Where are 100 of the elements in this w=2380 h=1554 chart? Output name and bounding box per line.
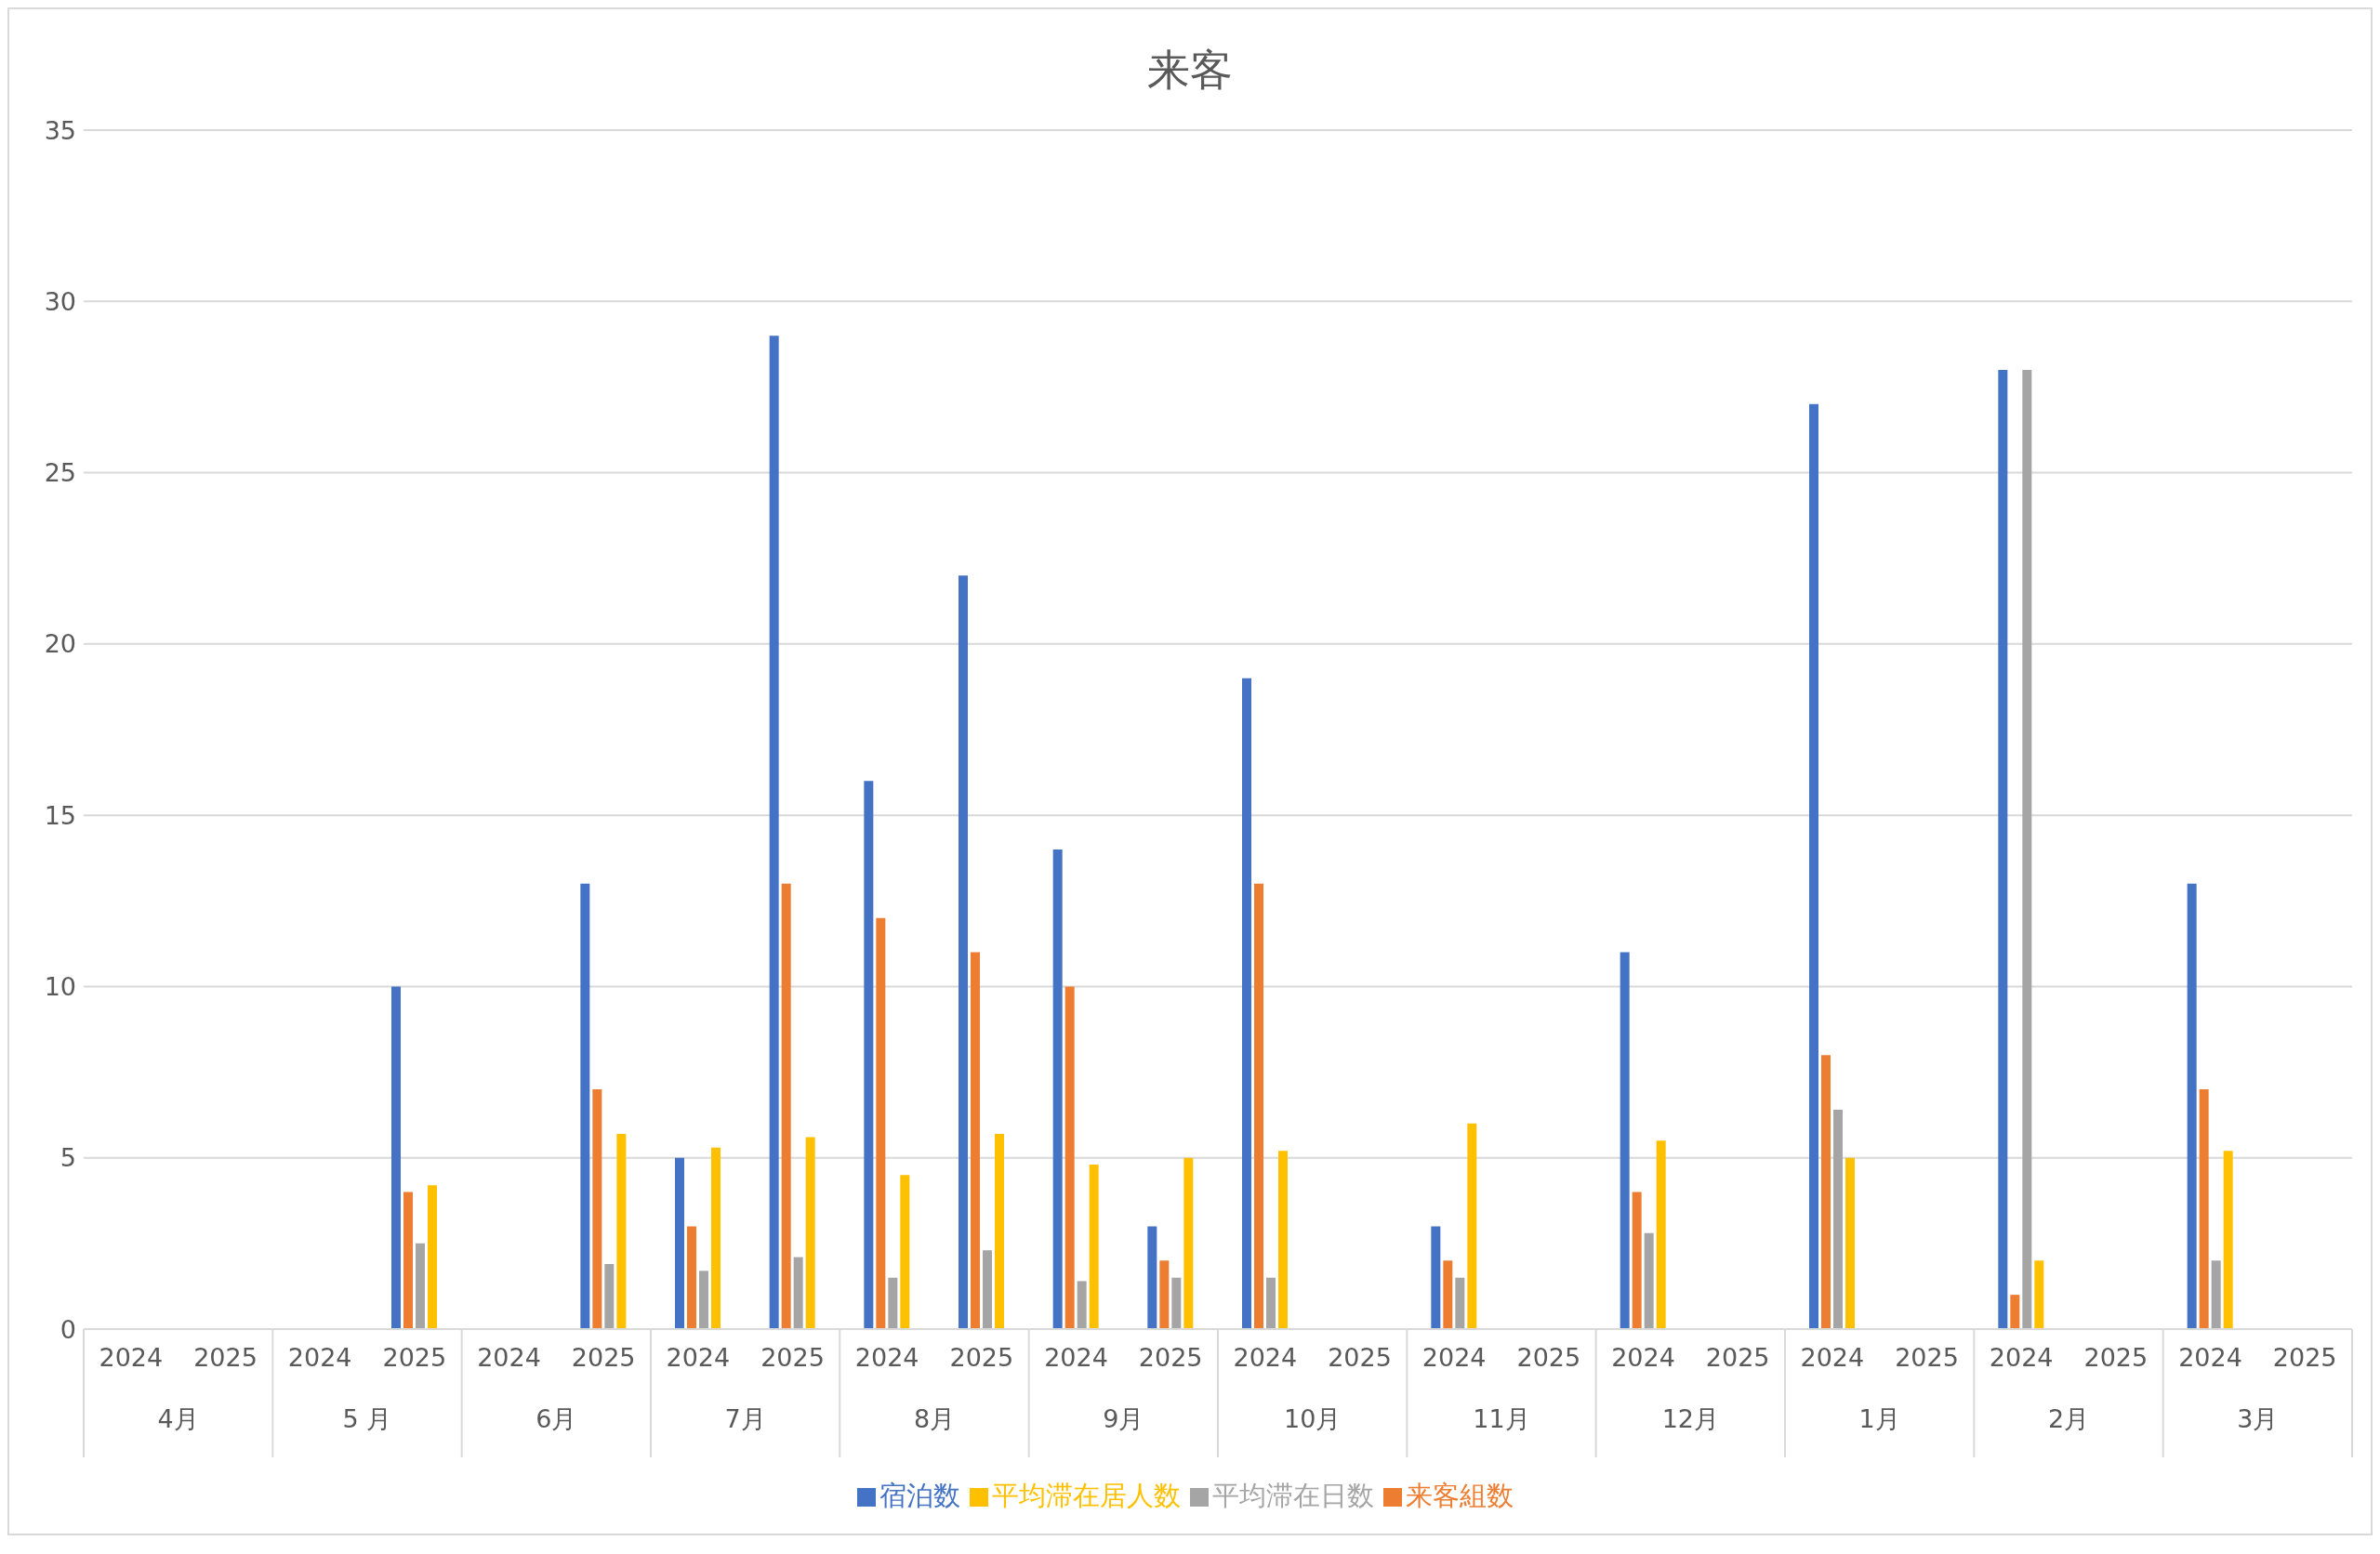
x-tick-label: 2025: [1895, 1343, 1959, 1372]
bar: [2187, 883, 2197, 1329]
bar: [1159, 1260, 1170, 1329]
x-tick-label: 2025: [571, 1343, 636, 1372]
legend-label: 来客組数: [1406, 1480, 1514, 1511]
bar: [1998, 370, 2008, 1329]
chart-title: 来客: [1146, 44, 1234, 97]
legend-label: 平均滞在日数: [1212, 1480, 1374, 1511]
bar: [900, 1175, 910, 1329]
bar: [2223, 1151, 2233, 1329]
bar: [1266, 1277, 1276, 1329]
bar: [1171, 1277, 1182, 1329]
text: 5 月: [342, 1404, 392, 1433]
bar: [1455, 1277, 1465, 1329]
bar: [864, 781, 874, 1329]
y-tick-label: 25: [44, 458, 76, 488]
bar: [403, 1192, 413, 1329]
bar: [805, 1137, 815, 1329]
legend-label: 平均滞在居人数: [992, 1480, 1181, 1511]
bar: [711, 1147, 721, 1329]
bar: [580, 883, 590, 1329]
bar: [1620, 952, 1630, 1329]
x-tick-label: 2024: [1044, 1343, 1108, 1372]
x-tick-label: 2024: [666, 1343, 731, 1372]
y-tick-label: 5: [60, 1143, 76, 1173]
x-tick-label: 2024: [1421, 1343, 1487, 1372]
x-tick-label: 2025: [193, 1343, 258, 1372]
y-tick-label: 35: [44, 115, 76, 145]
bar: [391, 986, 401, 1329]
text: 9月: [1103, 1404, 1144, 1433]
bar: [876, 917, 886, 1329]
bar: [995, 1133, 1004, 1329]
x-tick-label: 2025: [1705, 1343, 1770, 1372]
bar: [616, 1133, 627, 1329]
bar: [769, 336, 779, 1329]
bar: [1183, 1157, 1194, 1329]
x-tick-label: 2025: [1516, 1343, 1581, 1372]
x-tick-label: 2025: [1138, 1343, 1203, 1372]
bar: [2010, 1295, 2020, 1329]
x-tick-label: 2025: [760, 1343, 825, 1372]
text: 2月: [2047, 1404, 2090, 1433]
text: 3月: [2237, 1404, 2279, 1433]
bar: [2034, 1260, 2044, 1329]
y-tick-label: 15: [44, 800, 76, 830]
x-tick-label: 2025: [1328, 1343, 1392, 1372]
bar: [1064, 986, 1075, 1329]
bar: [1077, 1281, 1087, 1329]
x-tick-label: 2025: [949, 1343, 1014, 1372]
bar: [1242, 678, 1251, 1329]
bar: [1809, 403, 1818, 1329]
bar: [793, 1257, 803, 1329]
bar: [675, 1157, 684, 1329]
bar: [428, 1185, 437, 1329]
bar: [1467, 1123, 1477, 1329]
bar: [687, 1226, 696, 1329]
text: 10月: [1283, 1404, 1342, 1433]
bar: [604, 1263, 615, 1329]
bar: [1443, 1260, 1453, 1329]
x-tick-label: 2024: [99, 1343, 164, 1372]
bar: [781, 883, 791, 1329]
bar: [699, 1271, 708, 1329]
bar: [1833, 1110, 1843, 1329]
bar: [1089, 1165, 1099, 1329]
bar: [2211, 1260, 2221, 1329]
y-tick-label: 10: [44, 972, 76, 1002]
bar: [1278, 1151, 1288, 1329]
bar: [416, 1243, 425, 1329]
bar: [1644, 1232, 1654, 1329]
bar: [1147, 1226, 1157, 1329]
text: 7月: [724, 1404, 766, 1433]
x-tick-label: 2024: [287, 1343, 352, 1372]
bar: [888, 1277, 898, 1329]
x-tick-label: 2024: [1800, 1343, 1865, 1372]
bar: [2199, 1089, 2209, 1329]
x-tick-label: 2025: [382, 1343, 447, 1372]
text: 11月: [1473, 1404, 1530, 1433]
bar: [1254, 883, 1263, 1329]
x-tick-label: 2025: [2083, 1343, 2149, 1372]
x-tick-label: 2025: [2272, 1343, 2337, 1372]
bar: [1845, 1157, 1855, 1329]
x-tick-label: 2024: [2178, 1343, 2242, 1372]
bar: [1431, 1226, 1441, 1329]
bar: [1821, 1055, 1831, 1329]
bar: [959, 575, 968, 1329]
bar: [983, 1250, 992, 1329]
legend-label: 宿泊数: [879, 1480, 960, 1511]
bar: [971, 952, 980, 1329]
x-tick-label: 2024: [1611, 1343, 1675, 1372]
y-tick-label: 30: [44, 286, 76, 316]
text: 8月: [913, 1404, 956, 1433]
bar: [2022, 370, 2032, 1329]
bar: [1656, 1140, 1666, 1329]
text: 12月: [1661, 1404, 1720, 1433]
bar: [592, 1089, 602, 1329]
text: 6月: [536, 1404, 577, 1433]
y-tick-label: 0: [60, 1314, 76, 1344]
bar: [1632, 1192, 1642, 1329]
text: 1月: [1858, 1404, 1900, 1433]
x-tick-label: 2024: [854, 1343, 919, 1372]
x-tick-label: 2024: [1233, 1343, 1298, 1372]
